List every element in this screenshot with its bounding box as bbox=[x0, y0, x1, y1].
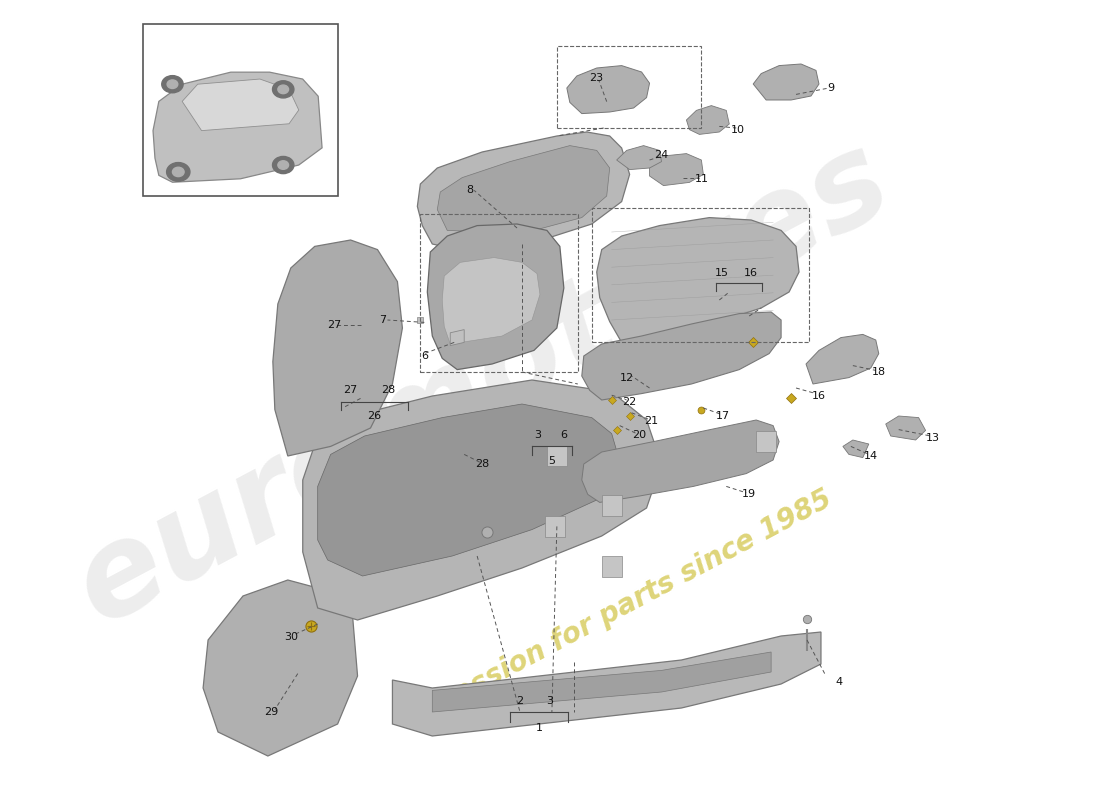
Text: 27: 27 bbox=[343, 386, 358, 395]
Polygon shape bbox=[432, 652, 771, 712]
Polygon shape bbox=[318, 404, 622, 576]
Text: 9: 9 bbox=[827, 83, 835, 93]
Polygon shape bbox=[302, 380, 661, 620]
Polygon shape bbox=[547, 446, 567, 466]
Bar bbox=[143, 24, 338, 196]
Polygon shape bbox=[438, 146, 609, 234]
Text: 19: 19 bbox=[742, 490, 757, 499]
Circle shape bbox=[166, 162, 190, 182]
Text: 8: 8 bbox=[466, 185, 474, 194]
Polygon shape bbox=[602, 556, 621, 577]
Circle shape bbox=[273, 157, 294, 174]
Text: a passion for parts since 1985: a passion for parts since 1985 bbox=[407, 485, 836, 731]
Polygon shape bbox=[204, 580, 358, 756]
Text: 11: 11 bbox=[694, 174, 708, 184]
Polygon shape bbox=[393, 632, 821, 736]
Text: 23: 23 bbox=[588, 74, 603, 83]
Text: 3: 3 bbox=[547, 697, 553, 706]
Text: 17: 17 bbox=[716, 411, 730, 421]
Text: 3: 3 bbox=[535, 430, 541, 440]
Text: 22: 22 bbox=[623, 397, 637, 406]
Polygon shape bbox=[427, 224, 564, 370]
Text: 18: 18 bbox=[871, 367, 886, 377]
Text: euromotores: euromotores bbox=[55, 118, 910, 650]
Polygon shape bbox=[442, 258, 540, 344]
Circle shape bbox=[278, 161, 288, 170]
Polygon shape bbox=[153, 72, 322, 182]
Text: 14: 14 bbox=[864, 451, 878, 461]
Circle shape bbox=[278, 85, 288, 94]
Polygon shape bbox=[566, 66, 650, 114]
Polygon shape bbox=[650, 154, 703, 186]
Text: 24: 24 bbox=[654, 150, 669, 160]
Text: 12: 12 bbox=[619, 373, 634, 382]
Text: 16: 16 bbox=[812, 391, 826, 401]
Polygon shape bbox=[582, 312, 781, 400]
Circle shape bbox=[162, 76, 183, 93]
Polygon shape bbox=[756, 431, 777, 452]
Circle shape bbox=[273, 81, 294, 98]
Polygon shape bbox=[686, 106, 729, 134]
Text: 5: 5 bbox=[549, 456, 556, 466]
Bar bbox=[420, 214, 578, 372]
Text: 1: 1 bbox=[536, 723, 542, 733]
Circle shape bbox=[167, 80, 178, 89]
Bar bbox=[592, 208, 808, 342]
Text: 6: 6 bbox=[421, 351, 428, 361]
Polygon shape bbox=[602, 495, 621, 516]
Circle shape bbox=[173, 167, 184, 177]
Polygon shape bbox=[273, 240, 403, 456]
Polygon shape bbox=[617, 146, 661, 170]
Text: 29: 29 bbox=[264, 707, 278, 717]
Polygon shape bbox=[596, 218, 799, 342]
Text: 27: 27 bbox=[328, 320, 342, 330]
Polygon shape bbox=[544, 516, 564, 537]
Bar bbox=[557, 46, 702, 128]
Text: 21: 21 bbox=[645, 416, 659, 426]
Text: 6: 6 bbox=[560, 430, 568, 440]
Polygon shape bbox=[843, 440, 869, 458]
Text: 7: 7 bbox=[378, 315, 386, 325]
Text: 28: 28 bbox=[382, 386, 396, 395]
Text: 15: 15 bbox=[715, 268, 729, 278]
Polygon shape bbox=[183, 79, 299, 130]
Text: 4: 4 bbox=[835, 678, 843, 687]
Text: 30: 30 bbox=[284, 632, 298, 642]
Polygon shape bbox=[450, 330, 464, 346]
Polygon shape bbox=[417, 132, 629, 250]
Polygon shape bbox=[754, 64, 820, 100]
Text: 28: 28 bbox=[475, 459, 490, 469]
Polygon shape bbox=[806, 334, 879, 384]
Text: 13: 13 bbox=[925, 433, 939, 442]
Polygon shape bbox=[582, 420, 779, 502]
Text: 2: 2 bbox=[516, 697, 524, 706]
Text: 10: 10 bbox=[732, 125, 745, 134]
Text: 20: 20 bbox=[632, 430, 647, 440]
Polygon shape bbox=[886, 416, 925, 440]
Text: 16: 16 bbox=[745, 268, 758, 278]
Text: 26: 26 bbox=[367, 411, 382, 421]
